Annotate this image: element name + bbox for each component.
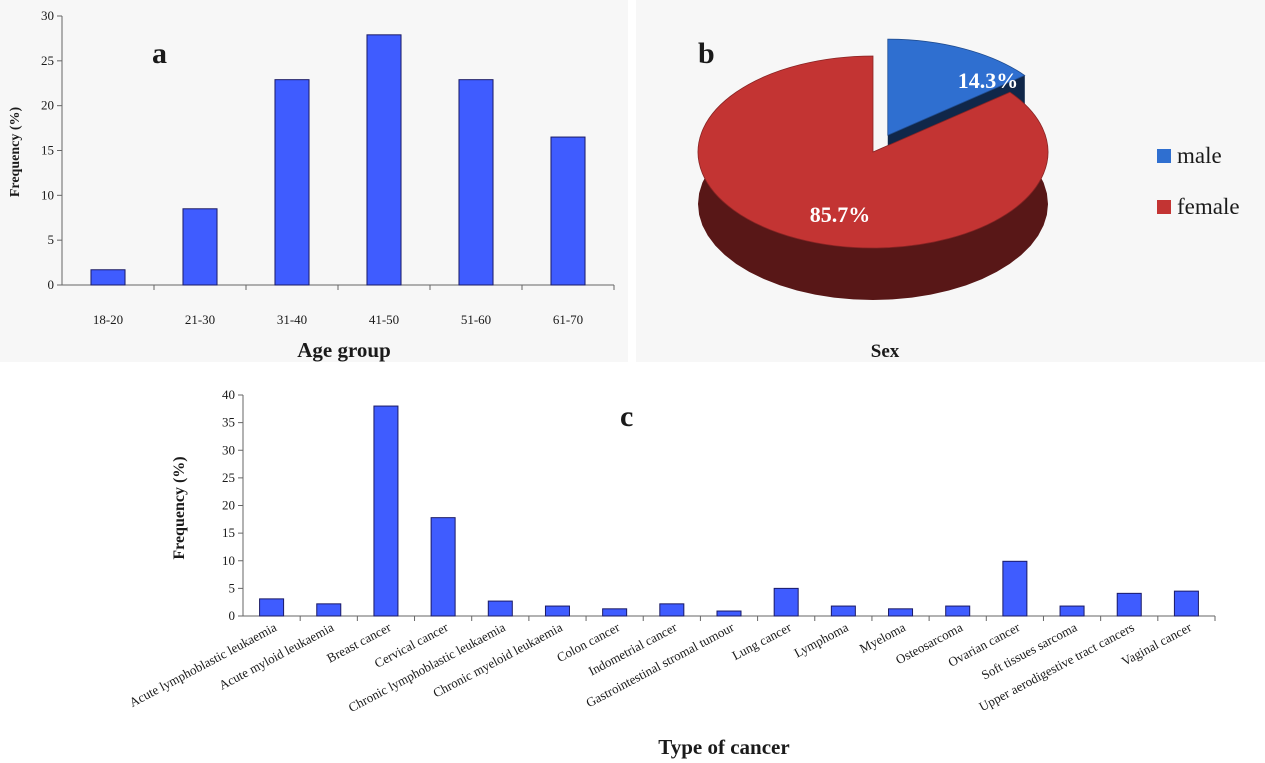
bar [1059,605,1085,617]
y-tick-label: 15 [41,143,54,158]
legend-label-male: male [1177,143,1222,168]
y-tick-label: 15 [222,525,235,540]
bar [274,79,310,286]
bar [945,605,971,617]
bar [659,603,685,617]
y-tick-label: 25 [222,470,235,485]
legend-swatch-female [1157,200,1171,214]
bar [550,136,586,286]
y-tick-label: 30 [222,442,235,457]
bar [602,608,628,617]
legend-label-female: female [1177,194,1240,219]
y-tick-label: 10 [41,187,54,202]
bar [430,517,456,617]
y-tick-label: 20 [222,498,235,513]
legend: male female [1157,143,1240,219]
bar [373,405,399,617]
y-tick-label: 5 [48,232,55,247]
x-axis-label: Age group [297,338,391,362]
x-tick-label: 51-60 [461,312,491,327]
y-tick-label: 30 [41,8,54,23]
y-axis-label: Frequency (%) [8,106,23,197]
x-tick-label: 18-20 [93,312,123,327]
bar [1002,560,1028,617]
pie-slice-female [697,55,1049,249]
bar [716,610,742,617]
x-tick-label: 41-50 [369,312,399,327]
x-tick-label: 31-40 [277,312,307,327]
x-tick-label: Lung cancer [729,619,794,663]
bar [366,34,402,286]
y-tick-label: 20 [41,98,54,113]
bar [773,587,799,617]
panel-a-background [0,0,628,362]
y-tick-label: 40 [222,387,235,402]
y-tick-label: 10 [222,553,235,568]
bar [830,605,856,617]
y-tick-label: 5 [229,580,236,595]
bar [316,603,342,617]
pie-slice-male [887,38,1026,136]
x-tick-label: 61-70 [553,312,583,327]
bar [888,608,914,617]
y-tick-label: 0 [48,277,55,292]
bar [90,269,126,286]
y-tick-label: 35 [222,415,235,430]
panel-a-letter: a [152,37,167,70]
y-tick-label: 0 [229,608,236,623]
age-group-bar-chart: 0 5 10 15 20 25 30 18-20 21-30 31-40 41-50 51-60 61… [8,8,615,362]
female-percent-label: 85.7% [810,202,871,227]
y-axis-label: Frequency (%) [171,456,188,559]
x-axis-label: Type of cancer [658,735,789,759]
bar [487,600,513,617]
panel-c-letter: c [620,400,633,433]
y-tick-label: 25 [41,53,54,68]
bar [1116,592,1142,617]
x-axis-label: Sex [871,341,900,362]
x-tick-label: 21-30 [185,312,215,327]
bar [182,208,218,286]
sex-pie-chart: 14.3% 85.7% Sex male female [697,38,1240,362]
x-tick-label: Lymphoma [791,619,851,660]
bar [458,79,494,286]
bar [1173,590,1199,617]
bar [259,598,285,617]
panel-b-letter: b [698,37,715,70]
bar [544,605,570,617]
male-percent-label: 14.3% [958,68,1019,93]
legend-swatch-male [1157,149,1171,163]
